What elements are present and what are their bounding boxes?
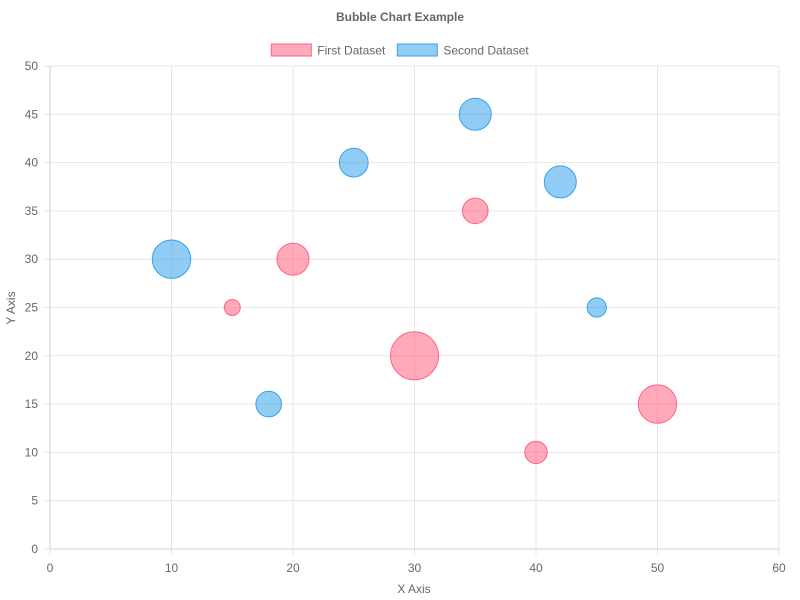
x-tick-label: 30 (408, 561, 422, 575)
y-tick-label: 20 (25, 349, 39, 363)
grid (44, 65, 780, 555)
legend-item[interactable]: Second Dataset (396, 43, 529, 58)
y-tick-label: 50 (25, 59, 39, 73)
bubble-point[interactable] (390, 331, 439, 381)
x-tick-label: 40 (529, 561, 543, 575)
y-tick-label: 10 (25, 445, 39, 459)
x-tick-label: 60 (772, 561, 786, 575)
y-tick-label: 0 (31, 542, 38, 556)
legend-swatch (270, 43, 312, 57)
x-tick-label: 50 (651, 561, 665, 575)
y-tick-label: 45 (25, 107, 39, 121)
chart-title: Bubble Chart Example (336, 10, 464, 24)
axes (49, 66, 779, 550)
bubble-point[interactable] (151, 239, 192, 279)
y-tick-label: 25 (25, 301, 39, 315)
x-axis-title: X Axis (397, 582, 430, 596)
y-tick-label: 30 (25, 252, 39, 266)
y-axis-title: Y Axis (4, 291, 18, 324)
legend-label: Second Dataset (443, 44, 529, 58)
y-tick-label: 35 (25, 204, 39, 218)
legend-item[interactable]: First Dataset (270, 43, 386, 58)
tick-labels: 0 10 20 30 40 50 60 0 5 10 15 20 25 30 35 40 45 50 (25, 59, 786, 575)
bubble-point[interactable] (276, 242, 310, 276)
y-tick-label: 40 (25, 156, 39, 170)
y-tick-label: 15 (25, 397, 39, 411)
y-tick-label: 5 (31, 494, 38, 508)
bubble-point[interactable] (586, 297, 607, 318)
bubble-point[interactable] (524, 440, 548, 465)
bubble-point[interactable] (637, 384, 678, 424)
bubble-point[interactable] (461, 197, 489, 225)
bubble-point[interactable] (338, 147, 369, 178)
bubble-point[interactable] (255, 390, 283, 418)
x-tick-label: 20 (286, 561, 300, 575)
x-tick-label: 10 (165, 561, 179, 575)
bubble-point[interactable] (458, 97, 492, 131)
bubbles (151, 97, 678, 465)
legend[interactable]: First Dataset Second Dataset (270, 43, 529, 58)
bubble-point[interactable] (223, 299, 241, 316)
legend-swatch (396, 43, 438, 57)
x-tick-label: 0 (47, 561, 54, 575)
bubble-point[interactable] (543, 165, 577, 199)
legend-label: First Dataset (317, 44, 386, 58)
